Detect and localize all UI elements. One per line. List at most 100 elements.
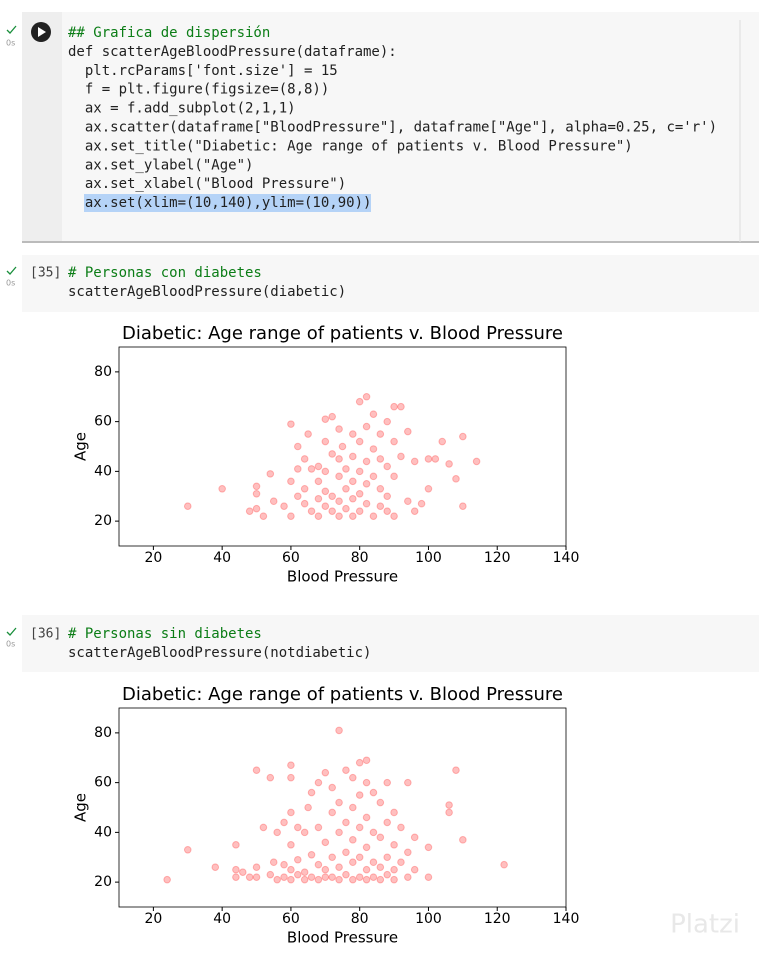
point: [287, 841, 295, 849]
point: [404, 848, 412, 857]
point: [410, 833, 419, 842]
point: [335, 798, 343, 807]
x-tick-label: 20: [144, 550, 162, 566]
point: [362, 480, 371, 488]
code-line: ax.set_xlabel("Blood Pressure"): [68, 176, 346, 192]
point: [410, 865, 419, 874]
point: [376, 833, 385, 842]
point: [349, 494, 357, 503]
point: [328, 492, 336, 501]
point: [183, 845, 192, 854]
point: [390, 437, 398, 446]
point: [335, 828, 343, 837]
point: [362, 499, 371, 508]
code-line: f = plt.figure(figsize=(8,8)): [68, 82, 329, 98]
point: [424, 843, 433, 852]
point: [321, 768, 330, 777]
code-line: ax.scatter(dataframe["BloodPressure"], d…: [68, 120, 717, 136]
point: [314, 494, 323, 503]
point: [245, 507, 254, 515]
y-tick-label: 60: [94, 775, 112, 791]
point: [328, 507, 336, 515]
run-time: 0s: [6, 640, 15, 649]
point: [362, 778, 371, 787]
execution-count: [36]: [30, 627, 61, 642]
cell-gutter: [22, 12, 62, 242]
point: [321, 838, 330, 847]
point: [369, 512, 378, 520]
point: [362, 843, 371, 852]
code-line: scatterAgeBloodPressure(notdiabetic): [68, 645, 371, 661]
point: [404, 778, 412, 787]
point: [376, 484, 385, 493]
point: [362, 813, 371, 822]
point: [424, 455, 433, 463]
point: [321, 437, 330, 446]
point: [328, 450, 336, 458]
point: [266, 470, 275, 478]
point: [280, 873, 288, 881]
x-tick-label: 40: [213, 911, 231, 927]
point: [307, 788, 316, 797]
check-icon: [6, 627, 17, 636]
point: [383, 492, 392, 501]
point: [335, 455, 343, 463]
point: [300, 455, 309, 463]
point: [269, 497, 278, 506]
y-tick-label: 60: [94, 414, 112, 430]
point: [342, 465, 350, 473]
point: [294, 465, 302, 473]
point: [266, 870, 275, 879]
point: [335, 425, 343, 433]
point: [328, 412, 336, 421]
point: [280, 818, 288, 827]
point: [335, 863, 343, 872]
point: [459, 836, 467, 844]
x-tick-label: 100: [415, 550, 442, 566]
point: [349, 773, 357, 782]
point: [390, 512, 398, 520]
point: [328, 873, 336, 881]
chart-title: Diabetic: Age range of patients v. Blood…: [122, 323, 563, 344]
point: [307, 873, 316, 881]
point: [314, 860, 323, 869]
point: [252, 489, 261, 498]
y-tick-label: 80: [94, 364, 112, 380]
point: [404, 497, 412, 506]
point: [314, 512, 323, 520]
code-line: scatterAgeBloodPressure(diabetic): [68, 284, 346, 300]
point: [287, 865, 295, 874]
point: [362, 457, 371, 466]
point: [383, 818, 392, 827]
code-line: ## Grafica de dispersión: [68, 25, 270, 41]
chart-title: Diabetic: Age range of patients v. Blood…: [122, 684, 563, 705]
run-icon: [38, 27, 46, 37]
check-icon: [6, 266, 17, 275]
point: [355, 397, 364, 406]
point: [376, 502, 385, 511]
selection: [84, 194, 371, 212]
point: [369, 858, 378, 867]
plot-frame: [118, 346, 567, 547]
point: [273, 875, 281, 884]
point: [294, 492, 302, 501]
x-tick-label: 80: [351, 550, 369, 566]
x-tick-label: 40: [213, 550, 231, 566]
point: [328, 808, 336, 817]
point: [355, 467, 364, 476]
point: [232, 865, 240, 874]
point: [376, 455, 385, 463]
point: [355, 489, 364, 498]
point: [342, 766, 350, 774]
code-line: ax.set_title("Diabetic: Age range of pat…: [68, 138, 633, 154]
run-time: 0s: [6, 39, 15, 48]
point: [342, 818, 350, 827]
point: [369, 445, 378, 453]
point: [294, 442, 302, 451]
point: [314, 778, 323, 787]
point: [300, 499, 309, 508]
point: [397, 823, 405, 832]
point: [342, 870, 350, 879]
code-line: ax.set(xlim=(10,140),ylim=(10,90)): [68, 195, 371, 211]
point: [355, 758, 364, 767]
